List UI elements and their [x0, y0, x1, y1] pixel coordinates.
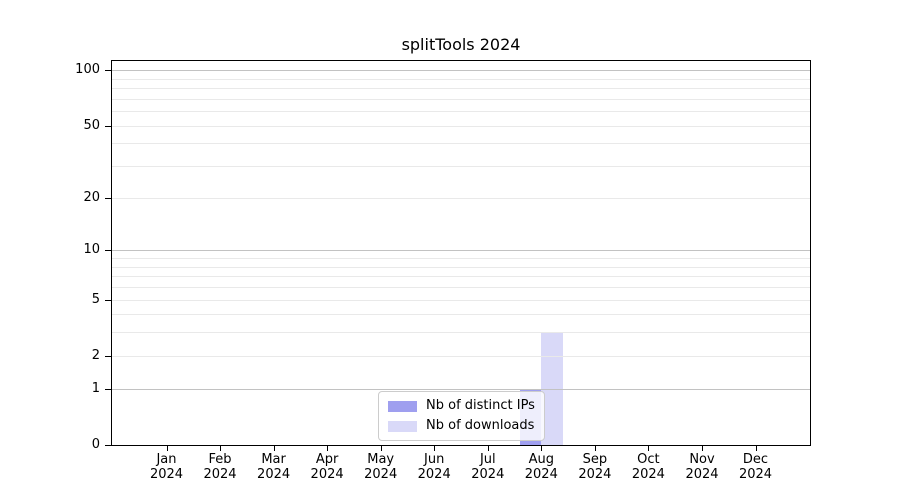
- y-tick-label-50: 50: [83, 117, 100, 133]
- gridline-20: [112, 197, 810, 199]
- x-tick-label-mar: Mar 2024: [257, 452, 291, 482]
- chart-title: splitTools 2024: [401, 35, 521, 54]
- legend: Nb of distinct IPs Nb of downloads: [378, 391, 545, 441]
- y-tick-mark-50: [105, 125, 111, 127]
- gridlines-layer: [112, 61, 810, 445]
- gridline-2: [112, 355, 810, 357]
- x-tick-label-jun: Jun 2024: [417, 452, 451, 482]
- legend-label-downloads: Nb of downloads: [426, 418, 535, 433]
- gridline-30: [112, 166, 810, 168]
- gridline-9: [112, 258, 810, 259]
- gridline-50: [112, 125, 810, 127]
- gridline-40: [112, 143, 810, 145]
- y-tick-label-1: 1: [91, 380, 100, 396]
- gridline-7: [112, 276, 810, 278]
- y-tick-label-20: 20: [83, 189, 100, 205]
- y-tick-label-100: 100: [75, 62, 100, 78]
- gridline-5: [112, 299, 810, 301]
- y-tick-label-0: 0: [91, 437, 100, 452]
- x-tick-label-may: May 2024: [364, 452, 398, 482]
- x-tick-mark-apr: [327, 446, 329, 451]
- x-tick-label-aug: Aug 2024: [524, 452, 558, 482]
- x-tick-mark-may: [380, 446, 382, 451]
- gridline-60: [112, 111, 810, 113]
- gridline-8: [112, 266, 810, 268]
- x-tick-label-dec: Dec 2024: [738, 452, 773, 482]
- x-tick-mark-jun: [434, 446, 436, 451]
- x-tick-mark-aug: [541, 446, 543, 451]
- y-tick-mark-100: [105, 70, 111, 72]
- legend-entry-downloads: Nb of downloads: [388, 417, 535, 435]
- x-tick-label-sep: Sep 2024: [578, 452, 612, 482]
- legend-label-distinct-ips: Nb of distinct IPs: [426, 398, 535, 413]
- x-tick-label-jan: Jan 2024: [149, 452, 184, 482]
- gridline-10: [112, 250, 810, 252]
- legend-swatch-distinct-ips: [388, 400, 417, 412]
- x-tick-mark-jul: [487, 446, 489, 451]
- x-tick-label-feb: Feb 2024: [203, 452, 237, 482]
- x-tick-mark-jan: [166, 446, 168, 451]
- x-tick-mark-oct: [648, 446, 650, 451]
- y-tick-mark-10: [105, 250, 111, 252]
- x-tick-label-jul: Jul 2024: [471, 452, 505, 482]
- gridline-80: [112, 88, 810, 90]
- gridline-1: [112, 388, 810, 390]
- x-tick-label-nov: Nov 2024: [685, 452, 719, 482]
- x-tick-label-apr: Apr 2024: [310, 452, 344, 482]
- x-tick-mark-sep: [594, 446, 596, 451]
- gridline-90: [112, 78, 810, 80]
- plot-area: Nb of distinct IPs Nb of downloads: [111, 60, 811, 446]
- y-tick-label-10: 10: [83, 242, 100, 258]
- gridline-100: [112, 70, 810, 72]
- x-tick-mark-mar: [273, 446, 275, 451]
- legend-entry-distinct-ips: Nb of distinct IPs: [388, 397, 535, 415]
- x-tick-mark-nov: [702, 446, 703, 451]
- gridline-6: [112, 287, 810, 288]
- x-tick-label-oct: Oct 2024: [631, 452, 665, 482]
- y-tick-mark-1: [105, 388, 111, 390]
- y-tick-mark-20: [105, 197, 111, 199]
- y-tick-mark-2: [105, 355, 111, 357]
- gridline-70: [112, 98, 810, 100]
- legend-swatch-downloads: [388, 420, 417, 432]
- gridline-3: [112, 332, 810, 334]
- gridline-4: [112, 314, 810, 316]
- x-tick-mark-feb: [220, 446, 221, 451]
- y-tick-label-2: 2: [91, 347, 100, 363]
- y-tick-mark-0: [105, 445, 111, 446]
- y-tick-mark-5: [105, 299, 111, 301]
- y-tick-label-5: 5: [91, 291, 100, 307]
- x-tick-mark-dec: [755, 446, 757, 451]
